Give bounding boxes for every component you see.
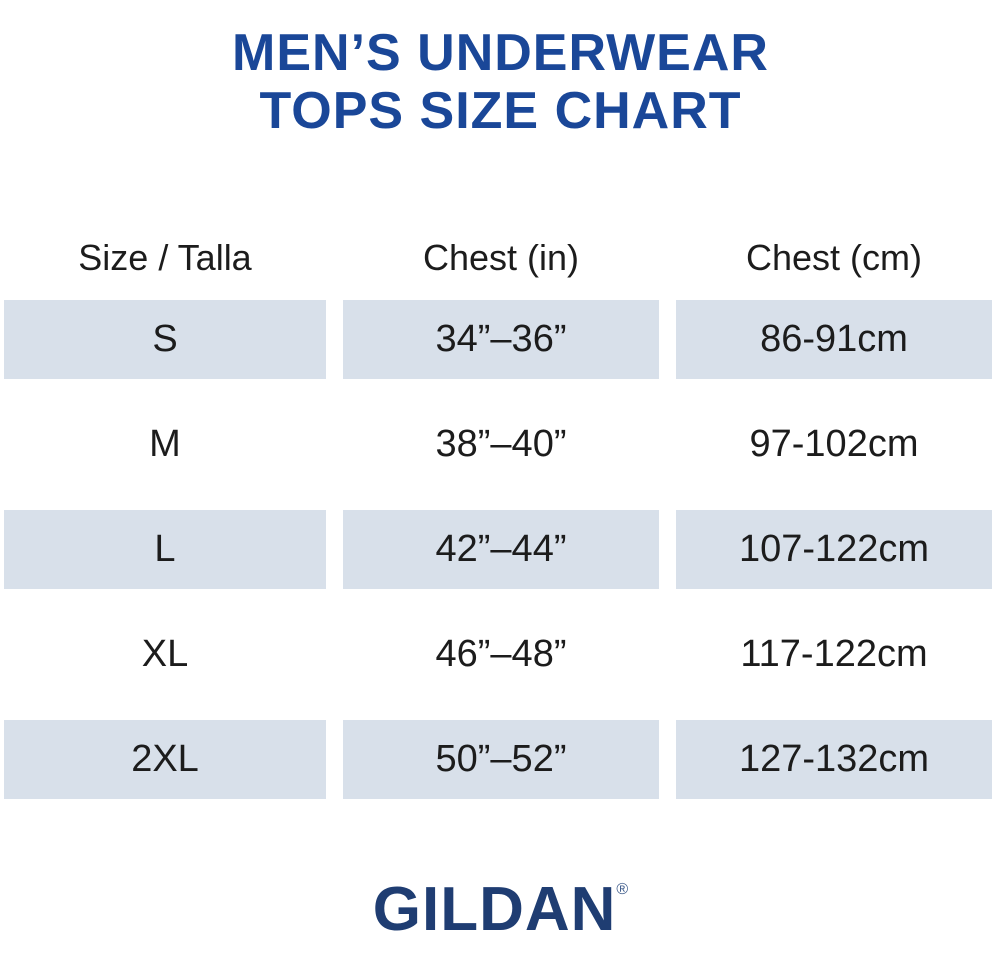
table-row: S 34”–36” 86-91cm xyxy=(4,300,992,379)
page-title: MEN’S UNDERWEAR TOPS SIZE CHART xyxy=(0,24,1001,140)
size-cell: XL xyxy=(141,633,189,675)
header-chest-in: Chest (in) xyxy=(422,237,580,278)
chest-cm-cell: 86-91cm xyxy=(676,300,992,379)
header-chest-cm: Chest (cm) xyxy=(745,237,922,278)
table-row: M 38”–40” 97-102cm xyxy=(4,405,992,484)
brand-logo: GILDAN® xyxy=(0,874,1001,945)
table-row: L 42”–44” 107-122cm xyxy=(4,510,992,589)
chest-in-cell: 34”–36” xyxy=(343,300,659,379)
table-row: XL 46”–48” 117-122cm xyxy=(4,615,992,694)
table-body: S 34”–36” 86-91cm M 38”–40” 97-102cm L 4… xyxy=(4,300,992,825)
page-title-line-1: MEN’S UNDERWEAR xyxy=(232,24,769,82)
table-header-row: Size / Talla Chest (in) Chest (cm) xyxy=(4,228,992,288)
chest-cm-cell: 107-122cm xyxy=(676,510,992,589)
page-title-line-2: TOPS SIZE CHART xyxy=(259,82,742,140)
chest-in-cell: 38”–40” xyxy=(435,423,567,465)
chest-cm-cell: 117-122cm xyxy=(740,633,928,675)
chest-in-cell: 50”–52” xyxy=(343,720,659,799)
size-cell: 2XL xyxy=(4,720,326,799)
table-row: 2XL 50”–52” 127-132cm xyxy=(4,720,992,799)
chest-in-cell: 46”–48” xyxy=(435,633,567,675)
registered-trademark-icon: ® xyxy=(616,881,629,898)
brand-name: GILDAN xyxy=(372,875,617,944)
size-cell: S xyxy=(4,300,326,379)
chest-cm-cell: 97-102cm xyxy=(749,423,919,465)
size-cell: M xyxy=(149,423,181,465)
header-size: Size / Talla xyxy=(78,237,252,278)
size-cell: L xyxy=(4,510,326,589)
chest-cm-cell: 127-132cm xyxy=(676,720,992,799)
chest-in-cell: 42”–44” xyxy=(343,510,659,589)
